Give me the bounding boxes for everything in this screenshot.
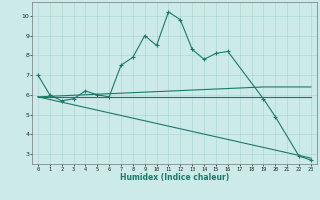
X-axis label: Humidex (Indice chaleur): Humidex (Indice chaleur) [120,173,229,182]
